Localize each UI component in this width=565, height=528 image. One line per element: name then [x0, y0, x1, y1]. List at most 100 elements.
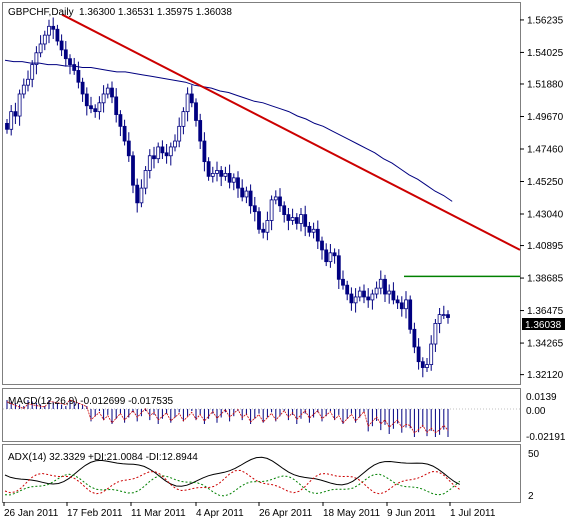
candle-body	[17, 93, 22, 117]
date-axis: 26 Jan 2011 17 Feb 2011 11 Mar 2011 4 Apr 2…	[3, 502, 496, 519]
adx-plot	[4, 456, 461, 497]
candle-body	[147, 155, 152, 171]
candle-body	[240, 187, 245, 198]
candle-body	[89, 105, 93, 110]
candle-body	[261, 228, 266, 233]
price-tick-label: 1.43040	[527, 210, 564, 221]
candle-body	[311, 228, 316, 233]
plus-di-line	[4, 473, 461, 497]
adx-panel-frame[interactable]	[2, 444, 521, 503]
candle-body	[257, 211, 261, 230]
candle-body	[362, 290, 366, 298]
candle-body	[366, 296, 371, 301]
price-tick-label: 1.45250	[527, 177, 564, 188]
candle-body	[143, 170, 148, 189]
candle-body	[299, 214, 303, 224]
candle-body	[210, 173, 215, 177]
macd-tick-zero: 0.00	[526, 406, 546, 417]
candle-body	[110, 87, 114, 98]
date-tick-label: 1 Jul 2011	[450, 508, 496, 519]
macd-panel-frame[interactable]	[2, 388, 521, 442]
candle-body	[387, 290, 392, 295]
macd-label: MACD(12,26,9) -0.012699 -0.017535	[8, 396, 174, 407]
price-tick-label: 1.34265	[527, 339, 564, 350]
candle-body	[370, 293, 375, 301]
candle-body	[34, 52, 39, 65]
candle-body	[26, 78, 30, 86]
price-panel-frame[interactable]	[2, 2, 521, 385]
candle-body	[429, 343, 434, 366]
candle-body	[101, 93, 106, 104]
candle-body	[265, 220, 270, 233]
date-tick-label: 11 Mar 2011	[131, 508, 186, 519]
candle-body	[223, 173, 228, 177]
candle-body	[244, 190, 249, 198]
candle-body	[55, 28, 60, 42]
price-tick-label: 1.54025	[527, 48, 564, 59]
date-tick-label: 18 May 2011	[323, 508, 381, 519]
candle-body	[5, 123, 9, 130]
candle-body	[59, 40, 64, 51]
candle-body	[72, 64, 77, 71]
candle-body	[30, 64, 35, 80]
price-axis: 1.56235 1.54025 1.51880 1.49670 1.47460 1.452…	[520, 15, 564, 381]
adx-main-line	[4, 456, 460, 487]
price-plot	[4, 13, 521, 378]
candle-body	[160, 146, 165, 154]
price-tick-label: 1.47460	[527, 144, 564, 155]
candle-body	[420, 361, 425, 368]
candle-body	[227, 173, 232, 183]
candle-body	[315, 228, 320, 242]
candle-body	[408, 299, 413, 330]
candle-body	[236, 177, 240, 189]
candle-body	[290, 217, 295, 221]
red-trendline	[61, 13, 521, 251]
candle-body	[437, 314, 442, 324]
candle-body	[294, 217, 299, 224]
candle-body	[63, 49, 68, 60]
candle-body	[324, 249, 329, 263]
candle-body	[189, 93, 194, 104]
candle-body	[126, 140, 131, 157]
candle-body	[282, 205, 287, 215]
candle-body	[139, 187, 144, 204]
candle-body	[378, 278, 383, 289]
candle-body	[336, 255, 341, 280]
candle-body	[97, 102, 102, 113]
candle-body	[47, 25, 51, 36]
candle-body	[21, 84, 26, 95]
candle-body	[328, 252, 333, 263]
candle-body	[68, 58, 72, 65]
candle-body	[173, 140, 177, 148]
price-tick-label: 1.40895	[527, 241, 564, 252]
candle-body	[416, 346, 421, 363]
candle-body	[248, 190, 253, 207]
candle-body	[131, 155, 135, 186]
candle-body	[252, 205, 257, 213]
candle-body	[383, 278, 387, 295]
date-tick-label: 26 Jan 2011	[4, 508, 59, 519]
candle-body	[181, 111, 186, 127]
candle-body	[215, 170, 219, 174]
candle-body	[105, 87, 110, 95]
candle-body	[93, 108, 98, 113]
candle-body	[273, 196, 278, 201]
candle-body	[395, 299, 400, 304]
candle-body	[269, 199, 274, 221]
macd-plot	[3, 399, 520, 437]
candle-body	[164, 152, 169, 157]
candle-body	[194, 102, 198, 121]
price-tick-label: 1.51880	[527, 79, 564, 90]
date-tick-label: 9 Jun 2011	[387, 508, 436, 519]
candle-body	[391, 290, 396, 301]
macd-signal-line	[6, 399, 449, 434]
adx-tick-bottom: 2	[528, 491, 534, 502]
minus-di-line	[4, 469, 460, 495]
candle-body	[168, 146, 173, 157]
candle-body	[345, 284, 350, 295]
candle-body	[177, 125, 182, 142]
candle-body	[118, 114, 123, 127]
candle-body	[156, 146, 161, 160]
candle-body	[206, 161, 211, 177]
